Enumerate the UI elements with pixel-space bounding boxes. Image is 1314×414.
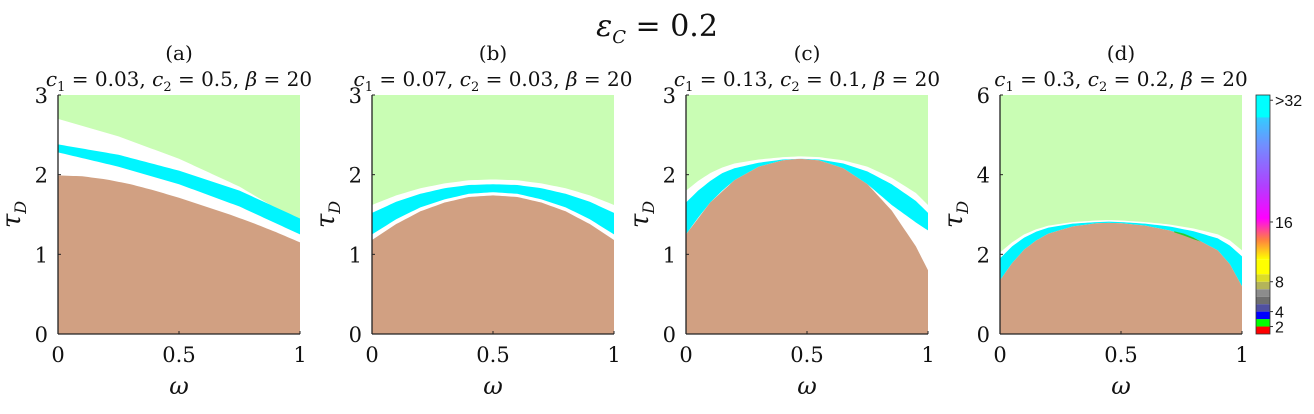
y-tick-label: 3 [35,84,48,108]
colorbar-segment [1256,296,1270,305]
y-tick-label: 4 [977,164,990,188]
y-tick-label: 2 [349,164,362,188]
y-axis-label: τD [0,201,30,228]
colorbar-frame [1255,94,1271,335]
panel-label: (c) [794,41,821,65]
y-tick-label: 1 [663,243,676,267]
colorbar-gradient [1256,95,1270,260]
x-tick-label: 1 [1235,343,1248,367]
region-brown [686,158,928,334]
x-axis-label: ω [1111,372,1131,400]
colorbar-tick-label: 16 [1275,215,1293,232]
y-tick-label: 2 [977,243,990,267]
colorbar-tick-label: 2 [1275,320,1284,337]
y-tick-label: 0 [35,323,48,347]
panel-label: (a) [165,41,193,65]
region-small-green-patch [1174,231,1201,242]
colorbar-segment [1256,304,1270,312]
plot-area [1000,95,1242,334]
colorbar-segment [1256,274,1270,282]
x-tick-label: 0 [679,343,692,367]
x-tick-label: 0.5 [162,343,195,367]
colorbar-segment [1256,319,1270,327]
x-axis-label: ω [169,372,189,400]
y-tick-label: 1 [35,243,48,267]
x-axis-label: ω [483,372,503,400]
colorbar-tick-label: 4 [1275,305,1284,322]
plot-area [686,95,928,334]
suptitle-rest: = 0.2 [626,9,718,44]
x-tick-label: 0 [51,343,64,367]
plot-area [372,95,614,334]
y-axis-label: τD [939,201,972,228]
panel-label: (d) [1107,41,1135,65]
colorbar: 24 8 16 >32 [1255,93,1302,337]
colorbar-segment [1256,326,1270,334]
region-cyan-band [372,184,614,235]
colorbar-segment [1256,311,1270,320]
y-tick-label: 2 [663,164,676,188]
region-brown [58,175,300,334]
y-tick-label: 3 [663,84,676,108]
y-axis-label: τD [625,201,658,228]
panel-b: 0 0.5 1 0 1 2 3 ω τD (b)c1 = 0.07, c2 = 0.03, β =… [311,41,632,400]
panel-title: c1 = 0.03, c2 = 0.5, β = 20 [46,67,312,95]
region-cyan-band [686,158,928,235]
y-axis-label: τD [311,201,344,228]
region-cyan-band [58,144,300,235]
x-axis-label: ω [797,372,817,400]
colorbar-segment [1256,289,1270,297]
figure-suptitle: εC = 0.2 [596,9,718,48]
x-tick-label: 1 [293,343,306,367]
y-tick-label: 2 [35,164,48,188]
suptitle-symbol: ε [596,9,612,44]
colorbar-tick-label: >32 [1275,93,1302,110]
panel-title: c1 = 0.07, c2 = 0.03, β = 20 [354,67,633,95]
region-brown [1000,222,1242,334]
colorbar-tick-label: 8 [1275,275,1284,292]
panel-title: c1 = 0.3, c2 = 0.2, β = 20 [994,67,1247,95]
y-tick-label: 0 [349,323,362,347]
panel-a: 0 0.5 1 0 1 2 3 ω τD (a)c1 = 0.03, c2 = 0.5, β = … [0,41,312,400]
colorbar-segment [1256,281,1270,290]
x-tick-label: 0.5 [476,343,509,367]
y-tick-label: 6 [977,84,990,108]
y-tick-label: 3 [349,84,362,108]
y-tick-label: 0 [663,323,676,347]
x-tick-label: 1 [607,343,620,367]
y-tick-label: 1 [349,243,362,267]
colorbar-segment [1256,259,1270,275]
panel-title: c1 = 0.13, c2 = 0.1, β = 20 [674,67,940,95]
panel-label: (b) [479,41,507,65]
plot-area [58,95,300,334]
region-brown [372,195,614,334]
panel-c: 0 0.5 1 0 1 2 3 ω τD (c)c1 = 0.13, c2 = 0.1, β = … [625,41,940,400]
x-tick-label: 1 [921,343,934,367]
x-tick-label: 0 [993,343,1006,367]
panel-d: 0 0.5 1 0 2 4 6 ω τD (d)c1 = 0.3, c2 = 0.2, β = 2… [939,41,1249,400]
x-tick-label: 0.5 [1104,343,1137,367]
colorbar-top-segment [1256,95,1270,118]
suptitle-subscript: C [612,27,626,48]
y-tick-label: 0 [977,323,990,347]
x-tick-label: 0.5 [790,343,823,367]
x-tick-label: 0 [365,343,378,367]
